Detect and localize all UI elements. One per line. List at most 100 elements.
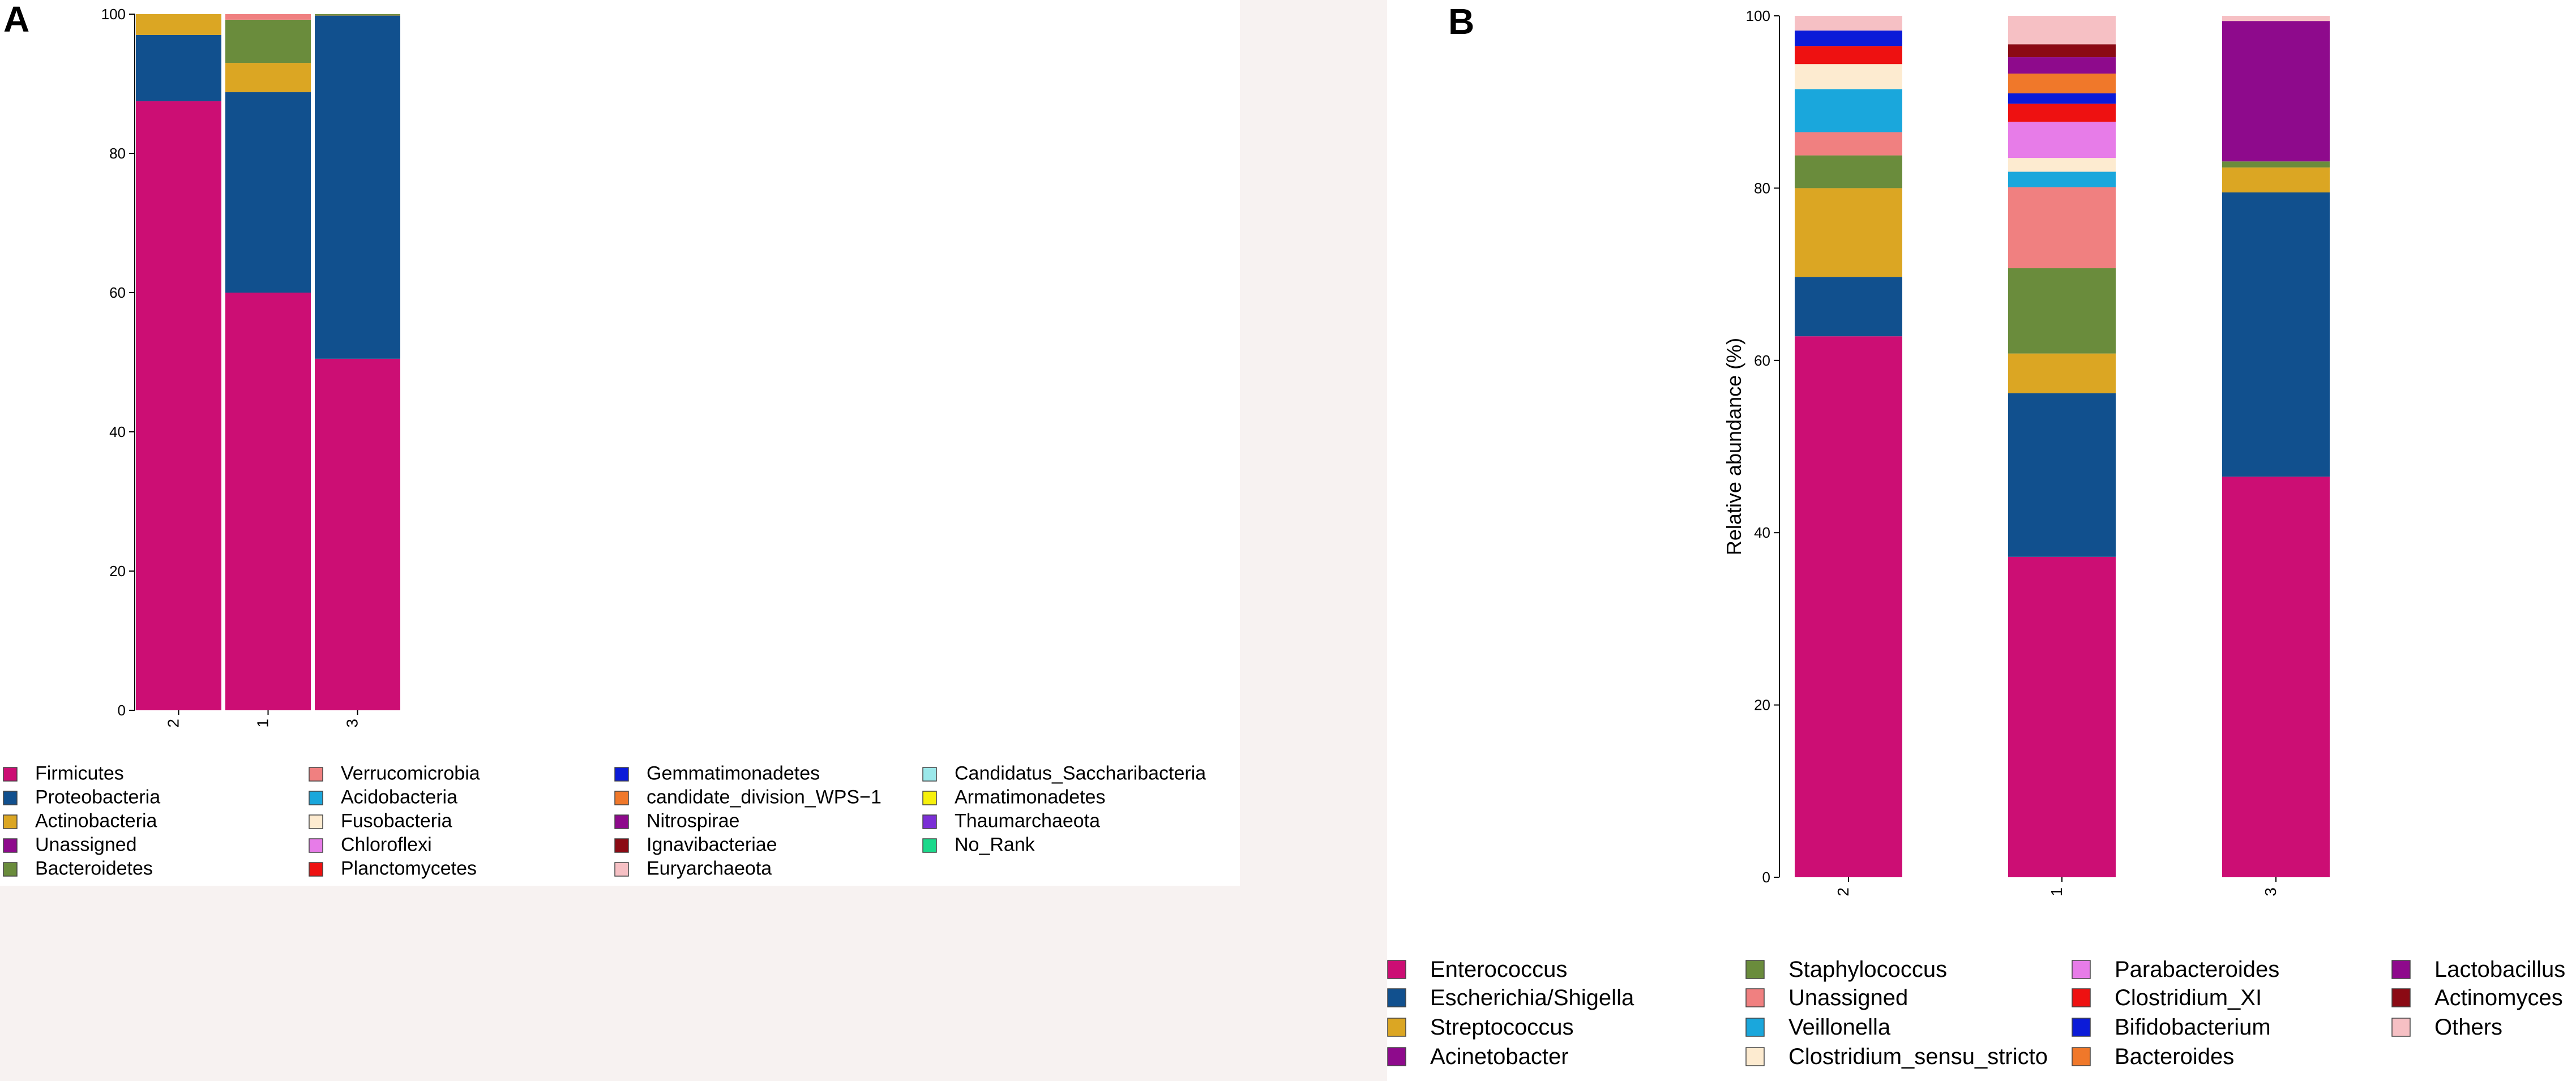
- panel-a-y-tick-label: 20: [109, 563, 126, 580]
- panel-b-bar-3-segment: [2222, 167, 2330, 193]
- panel-b-y-axis-label: Relative abundance (%): [1722, 338, 1745, 555]
- panel-b-bar-2-segment: [1795, 89, 1902, 132]
- panel-b-bar-2-segment: [1795, 46, 1902, 65]
- panel-b-bar-1-segment: [2008, 353, 2116, 393]
- panel-a-legend-label: Armatimonadetes: [955, 787, 1105, 808]
- panel-a-x-tick-label: 3: [344, 719, 361, 728]
- panel-b-x-tick-label: 1: [2048, 887, 2065, 896]
- panel-a-bar-1-segment: [225, 14, 311, 20]
- panel-b-y-tick-label: 60: [1754, 352, 1770, 369]
- panel-b-bar-2-segment: [1795, 277, 1902, 337]
- panel-a-y-tick-label: 60: [109, 284, 126, 301]
- panel-a-legend-swatch: [309, 862, 323, 877]
- panel-b-bar-3-segment: [2222, 21, 2330, 162]
- panel-a-legend-label: Actinobacteria: [35, 810, 157, 832]
- panel-a-y-tick-label: 40: [109, 423, 126, 440]
- panel-b-legend-label: Staphylococcus: [1788, 957, 1947, 982]
- panel-a-legend-label: Unassigned: [35, 834, 137, 856]
- panel-a-legend-label: Candidatus_Saccharibacteria: [955, 763, 1206, 784]
- panel-b-bar-2-segment: [1795, 16, 1902, 31]
- panel-a-x-tick-label: 1: [254, 719, 272, 728]
- panel-b-legend-label: Clostridium_sensu_stricto: [1788, 1044, 2048, 1069]
- panel-b-legend-swatch: [2391, 960, 2411, 979]
- panel-a-legend-swatch: [614, 814, 629, 829]
- panel-b-legend-swatch: [2391, 1018, 2411, 1037]
- panel-b-x-tick-label: 3: [2262, 887, 2279, 896]
- panel-a-x-tick-label: 2: [165, 719, 182, 728]
- panel-a-legend-label: Gemmatimonadetes: [647, 763, 820, 784]
- panel-b-bar-1-segment: [2008, 93, 2116, 104]
- panel-b-y-tick-label: 0: [1762, 869, 1770, 886]
- panel-a-legend-label: Verrucomicrobia: [341, 763, 480, 784]
- panel-b-legend: Enterococcus Escherichia/Shigella Streptoc…: [1387, 957, 2565, 1069]
- panel-b-legend-label: Escherichia/Shigella: [1430, 985, 1634, 1010]
- panel-b-bar-1-segment: [2008, 171, 2116, 187]
- panel-b-legend-label: Enterococcus: [1430, 957, 1567, 982]
- panel-a-legend-swatch: [3, 767, 18, 782]
- panel-a-bar-1-segment: [225, 19, 311, 63]
- panel-a-legend-label: Chloroflexi: [341, 834, 432, 856]
- panel-b-bar-3-segment: [2222, 477, 2330, 877]
- panel-b-y-tick-label: 40: [1754, 524, 1770, 541]
- panel-a-legend-swatch: [614, 767, 629, 782]
- panel-b-legend-label: Streptococcus: [1430, 1015, 1573, 1040]
- panel-a-y-tick-label: 80: [109, 145, 126, 162]
- panel-b-bar-1-segment: [2008, 187, 2116, 268]
- panel-a-legend-label: Ignavibacteriae: [647, 834, 777, 856]
- panel-b-y-tick-label: 100: [1746, 7, 1770, 24]
- panel-b-bar-2-segment: [1795, 336, 1902, 877]
- panel-b-legend-swatch: [1745, 960, 1765, 979]
- panel-b-legend-swatch: [1387, 1018, 1406, 1037]
- panel-b-legend-swatch: [2072, 1047, 2091, 1066]
- panel-a-y-tick-label: 100: [101, 6, 126, 23]
- panel-a-bar-3-segment: [315, 15, 400, 359]
- panel-b-legend-swatch: [2072, 960, 2091, 979]
- panel-a-bar-1-segment: [225, 63, 311, 92]
- panel-b-bar-3-segment: [2222, 161, 2330, 168]
- panel-b-bar-2-segment: [1795, 64, 1902, 89]
- panel-b-legend-label: Others: [2434, 1015, 2502, 1040]
- panel-b-legend-swatch: [2072, 988, 2091, 1007]
- panel-b-legend-label: Bifidobacterium: [2115, 1015, 2271, 1040]
- panel-b-legend-swatch: [1387, 960, 1406, 979]
- panel-b-legend-swatch: [2072, 1018, 2091, 1037]
- panel-a-legend-swatch: [922, 814, 937, 829]
- panel-a-legend-swatch: [309, 814, 323, 829]
- panel-b-bar-1-segment: [2008, 268, 2116, 354]
- panel-a-legend-label: Acidobacteria: [341, 787, 457, 808]
- panel-a-legend-swatch: [614, 791, 629, 805]
- panel-a-legend-swatch: [309, 767, 323, 782]
- panel-b-bar-1-segment: [2008, 44, 2116, 58]
- panel-a-y-tick-label: 0: [118, 702, 126, 719]
- panel-a-legend-swatch: [614, 838, 629, 853]
- panel-b-legend-label: Bacteroides: [2115, 1044, 2234, 1069]
- panel-b-bar-1-segment: [2008, 393, 2116, 557]
- panel-b-x-tick-label: 2: [1834, 887, 1852, 896]
- panel-b-legend-label: Parabacteroides: [2115, 957, 2279, 982]
- panel-a-legend-swatch: [3, 838, 18, 853]
- panel-b-letter: B: [1448, 1, 1474, 42]
- panel-b-bar-3-segment: [2222, 16, 2330, 22]
- panel-a-bar-3-segment: [315, 358, 400, 710]
- panel-a-legend-swatch: [922, 838, 937, 853]
- panel-b-bar-1-segment: [2008, 122, 2116, 158]
- panel-b-bar-2-segment: [1795, 30, 1902, 46]
- panel-b-legend-swatch: [1745, 988, 1765, 1007]
- panel-b-legend-label: Actinomyces: [2434, 985, 2563, 1010]
- panel-a-bar-2-segment: [136, 101, 221, 710]
- panel-b-bar-3-segment: [2222, 192, 2330, 477]
- panel-a-legend-label: Planctomycetes: [341, 858, 477, 880]
- panel-b-bar-2-segment: [1795, 155, 1902, 188]
- panel-b-bar-1-segment: [2008, 158, 2116, 172]
- panel-b-y-tick-label: 20: [1754, 697, 1770, 714]
- panel-b-bar-1-segment: [2008, 73, 2116, 93]
- panel-b-y-tick-label: 80: [1754, 179, 1770, 196]
- panel-a-bar-1-segment: [225, 92, 311, 293]
- panel-a-bar-3-segment: [315, 14, 400, 15]
- panel-a-legend-swatch: [922, 791, 937, 805]
- panel-b-legend-swatch: [1745, 1047, 1765, 1066]
- panel-a-legend-swatch: [922, 767, 937, 782]
- panel-a-legend-label: Thaumarchaeota: [955, 810, 1100, 832]
- panel-b-bar-1-segment: [2008, 104, 2116, 122]
